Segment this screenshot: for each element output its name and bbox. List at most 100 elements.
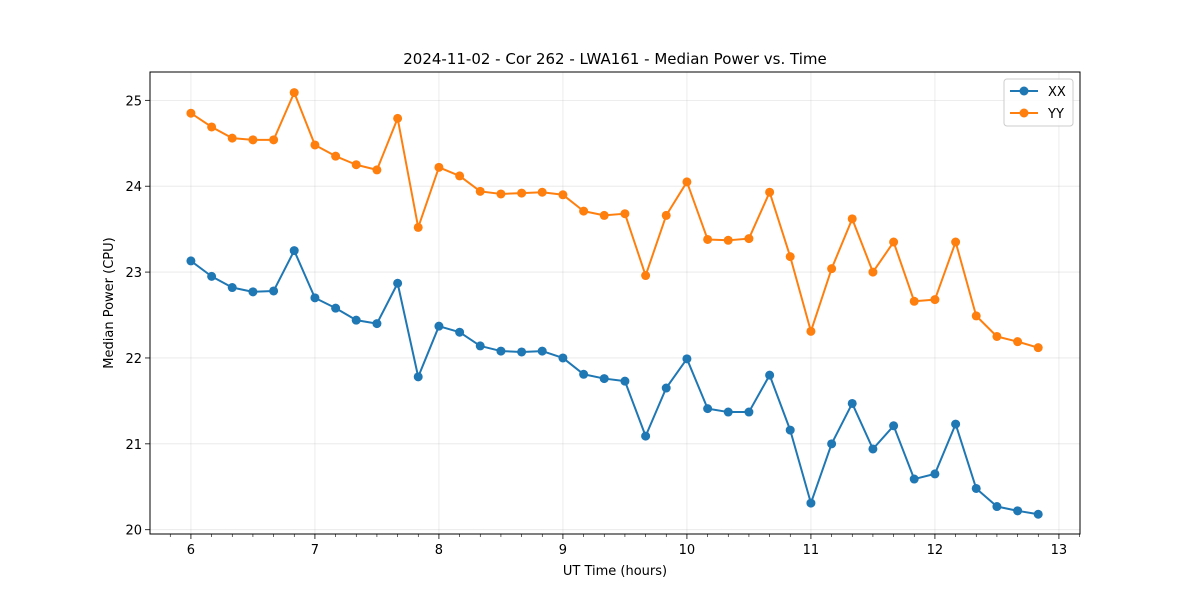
data-point-xx	[827, 439, 837, 449]
data-point-yy	[537, 187, 547, 197]
data-point-yy	[558, 190, 568, 200]
axes: 6 7 8 9 10 11 12 13 20 21 22 23 24 25	[125, 94, 1080, 558]
data-point-xx	[351, 315, 361, 325]
data-point-xx	[703, 404, 713, 414]
data-point-xx	[393, 278, 403, 288]
data-point-xx	[951, 419, 961, 429]
data-point-xx	[186, 256, 196, 266]
data-point-yy	[620, 209, 630, 219]
data-point-yy	[248, 135, 258, 145]
chart-title: 2024-11-02 - Cor 262 - LWA161 - Median P…	[403, 50, 827, 68]
data-point-yy	[599, 210, 609, 220]
y-tick-label: 21	[125, 438, 142, 453]
data-point-xx	[289, 246, 299, 256]
data-point-yy	[951, 237, 961, 247]
data-point-yy	[868, 267, 878, 277]
data-point-xx	[930, 469, 940, 479]
data-point-yy	[351, 160, 361, 170]
x-tick-label: 7	[311, 543, 319, 558]
data-point-xx	[558, 353, 568, 363]
data-point-xx	[1013, 506, 1023, 516]
data-point-yy	[971, 311, 981, 321]
x-tick-label: 6	[187, 543, 195, 558]
data-point-xx	[599, 374, 609, 384]
data-point-yy	[1033, 343, 1043, 353]
x-axis-label: UT Time (hours)	[563, 564, 667, 579]
data-point-xx	[971, 483, 981, 493]
data-point-yy	[186, 108, 196, 118]
x-tick-label: 12	[927, 543, 944, 558]
x-tick-label: 13	[1051, 543, 1068, 558]
data-point-xx	[269, 286, 279, 296]
data-point-yy	[289, 88, 299, 98]
data-point-yy	[455, 171, 465, 181]
x-tick-label: 10	[679, 543, 696, 558]
data-point-xx	[207, 271, 217, 281]
data-point-xx	[641, 431, 651, 441]
series-xx	[186, 246, 1043, 519]
data-point-yy	[496, 189, 506, 199]
series-layer	[186, 88, 1043, 519]
data-point-yy	[682, 177, 692, 187]
data-point-yy	[889, 237, 899, 247]
data-point-yy	[930, 295, 940, 305]
data-point-yy	[827, 264, 837, 274]
data-point-xx	[475, 341, 485, 351]
data-point-yy	[785, 252, 795, 262]
data-point-yy	[744, 234, 754, 244]
data-point-xx	[661, 383, 671, 393]
data-point-yy	[703, 234, 713, 244]
data-point-xx	[847, 398, 857, 408]
data-point-yy	[992, 331, 1002, 341]
data-point-yy	[310, 140, 320, 150]
legend-label-yy: YY	[1047, 107, 1064, 122]
data-point-xx	[517, 347, 527, 357]
data-point-xx	[744, 407, 754, 417]
data-point-yy	[847, 214, 857, 224]
data-point-xx	[889, 421, 899, 431]
data-point-xx	[992, 502, 1002, 512]
data-point-xx	[765, 370, 775, 380]
series-yy	[186, 88, 1043, 353]
data-point-xx	[682, 354, 692, 364]
data-point-xx	[496, 346, 506, 356]
y-axis-label: Median Power (CPU)	[102, 237, 117, 368]
data-point-xx	[331, 303, 341, 313]
plot-frame	[149, 71, 1081, 535]
data-point-xx	[455, 327, 465, 337]
data-point-xx	[620, 376, 630, 386]
data-point-xx	[1033, 509, 1043, 519]
data-point-xx	[413, 372, 423, 382]
data-point-yy	[331, 151, 341, 161]
data-point-xx	[909, 474, 919, 484]
legend-marker-xx	[1019, 86, 1029, 96]
data-point-yy	[909, 296, 919, 306]
x-tick-label: 11	[803, 543, 820, 558]
data-point-yy	[434, 162, 444, 172]
data-point-xx	[227, 283, 237, 293]
data-point-yy	[372, 165, 382, 175]
x-tick-label: 9	[559, 543, 567, 558]
data-point-xx	[537, 346, 547, 356]
data-point-yy	[723, 235, 733, 245]
data-point-xx	[868, 444, 878, 454]
y-tick-label: 24	[125, 180, 142, 195]
data-point-yy	[765, 187, 775, 197]
y-tick-label: 25	[125, 94, 142, 109]
data-point-yy	[475, 186, 485, 196]
data-point-xx	[806, 498, 816, 508]
legend-marker-yy	[1019, 108, 1029, 118]
legend-label-xx: XX	[1048, 85, 1066, 100]
data-point-xx	[372, 319, 382, 329]
y-tick-label: 20	[125, 524, 142, 539]
data-point-yy	[641, 271, 651, 281]
data-point-yy	[413, 222, 423, 232]
data-point-yy	[1013, 337, 1023, 347]
data-point-xx	[310, 293, 320, 303]
data-point-yy	[517, 188, 527, 198]
data-point-yy	[806, 326, 816, 336]
data-point-xx	[434, 321, 444, 331]
data-point-xx	[248, 287, 258, 297]
